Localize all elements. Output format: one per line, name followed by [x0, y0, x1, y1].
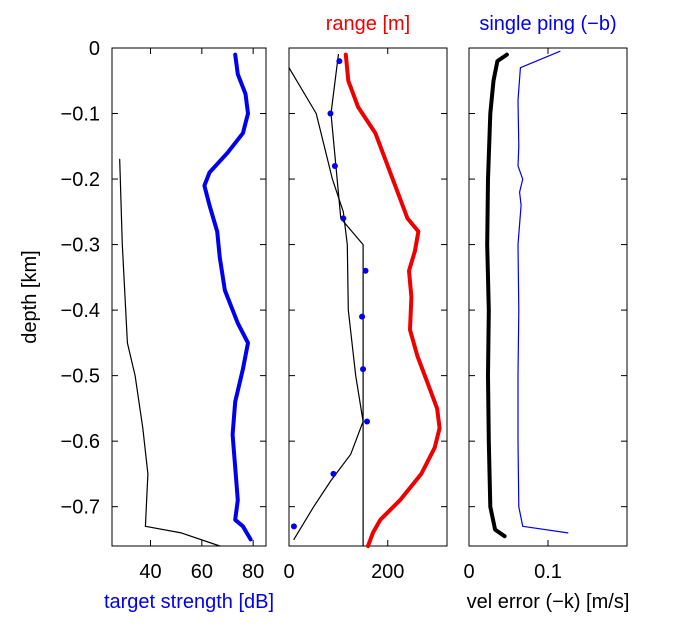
x-tick-label: 0	[463, 561, 474, 583]
series-line-middle-2	[288, 67, 364, 540]
data-marker	[290, 523, 297, 530]
axes-frame-right	[468, 47, 628, 547]
panel-title-middle: range [m]	[326, 13, 410, 35]
series-line-right-0	[485, 52, 509, 539]
x-tick-label: 80	[242, 561, 264, 583]
x-axis-label-left: target strength [dB]	[104, 591, 274, 613]
series-line-right-1	[517, 50, 569, 534]
data-marker	[360, 366, 367, 373]
data-marker	[340, 215, 347, 222]
series-line-left-0	[202, 52, 253, 542]
y-tick-label: −0.1	[61, 104, 100, 126]
y-tick-label: −0.3	[61, 235, 100, 257]
series-line-left-1	[119, 158, 221, 547]
data-marker	[327, 110, 334, 117]
x-tick-label: 40	[139, 561, 161, 583]
data-marker	[362, 267, 369, 274]
y-tick-label: −0.7	[61, 497, 100, 519]
data-marker	[331, 162, 338, 169]
y-axis-label: depth [km]	[19, 250, 41, 343]
x-axis-label-right: vel error (−k) [m/s]	[467, 591, 630, 613]
y-tick-label: −0.6	[61, 431, 100, 453]
y-tick-label: −0.5	[61, 366, 100, 388]
x-tick-label: 0.1	[534, 561, 562, 583]
data-marker	[364, 418, 371, 425]
y-tick-label: 0	[89, 38, 100, 60]
data-marker	[336, 58, 343, 65]
x-tick-label: 60	[191, 561, 213, 583]
y-tick-label: −0.2	[61, 169, 100, 191]
data-marker	[330, 470, 337, 477]
axes-frame-left	[111, 47, 267, 547]
series-line-middle-0	[343, 52, 442, 548]
panel-title-right: single ping (−b)	[479, 13, 616, 35]
series-line-middle-1	[330, 54, 364, 547]
x-tick-label: 200	[371, 561, 404, 583]
data-marker	[359, 313, 366, 320]
x-tick-label: 0	[283, 561, 294, 583]
y-tick-label: −0.4	[61, 300, 100, 322]
